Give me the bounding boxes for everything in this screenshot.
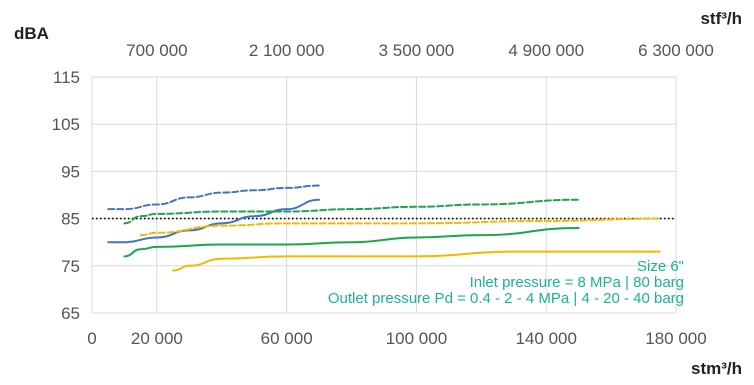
annotation-size: Size 6" [637,258,684,275]
x-tick-label: 60 000 [261,329,313,348]
x-tick-label: 20 000 [131,329,183,348]
y-tick-label: 85 [61,210,80,229]
dashed-series-line [123,198,580,225]
tick-layer: 65 75 85 95 105 115 0 20 000 60 000 100 000 140 00… [52,41,714,348]
solid-series-line [123,227,580,258]
y-tick-label: 75 [61,257,80,276]
grid-layer [91,76,677,314]
x-tick-label: 0 [87,329,96,348]
x2-tick-label: 4 900 000 [508,41,584,60]
x-tick-label: 100 000 [386,329,447,348]
x2-tick-label: 2 100 000 [249,41,325,60]
dashed-series-line [107,184,321,211]
y-tick-label: 95 [61,162,80,181]
x2-axis-title: stf³/h [700,9,742,28]
y-tick-label: 115 [53,68,80,87]
x-axis-title: stm³/h [691,359,742,378]
y-axis-title: dBA [14,24,49,43]
dashed-series-line [139,217,661,237]
y-tick-label: 105 [52,115,80,134]
series-layer [107,184,661,272]
x-tick-label: 140 000 [515,329,576,348]
annotation-inlet: Inlet pressure = 8 MPa | 80 barg [470,274,684,291]
x-tick-label: 180 000 [645,329,706,348]
x2-tick-label: 6 300 000 [638,41,714,60]
annotation-outlet: Outlet pressure Pd = 0.4 - 2 - 4 MPa | 4… [328,290,684,307]
solid-series-line [172,250,661,272]
x2-tick-label: 3 500 000 [379,41,455,60]
y-tick-label: 65 [61,304,80,323]
x2-tick-label: 700 000 [126,41,187,60]
